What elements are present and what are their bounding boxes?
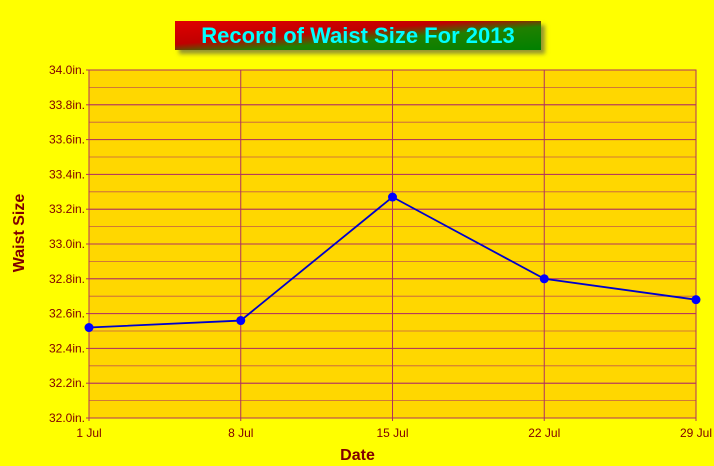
y-axis-tick-label: 32.4in. <box>49 341 85 355</box>
y-axis-tick-label: 32.8in. <box>49 272 85 286</box>
y-axis-tick-labels: 32.0in. 32.2in. 32.4in. 32.6in. 32.8in. 33.0i… <box>49 63 85 425</box>
x-axis-tick-label: 1 Jul <box>76 426 101 440</box>
grid-major-lines <box>86 69 697 421</box>
x-axis-tick-label: 29 Jul <box>680 426 712 440</box>
data-point <box>691 295 701 305</box>
y-axis-tick-label: 34.0in. <box>49 63 85 77</box>
y-axis-tick-label: 32.0in. <box>49 411 85 425</box>
y-axis-tick-label: 33.0in. <box>49 237 85 251</box>
x-axis-tick-label: 8 Jul <box>228 426 253 440</box>
data-point <box>236 316 246 326</box>
x-axis-label: Date <box>340 447 375 464</box>
x-axis-tick-label: 22 Jul <box>528 426 560 440</box>
y-axis-tick-label: 33.2in. <box>49 202 85 216</box>
data-point <box>388 192 397 202</box>
chart-title: Record of Waist Size For 2013 <box>201 23 515 48</box>
series-layer <box>84 192 701 333</box>
y-axis-tick-label: 33.8in. <box>49 98 85 112</box>
y-axis-tick-label: 32.6in. <box>49 307 85 321</box>
y-axis-tick-label: 33.6in. <box>49 133 85 147</box>
x-axis-tick-label: 15 Jul <box>376 426 408 440</box>
x-axis-tick-labels: 1 Jul 8 Jul 15 Jul 22 Jul 29 Jul <box>76 426 712 440</box>
y-axis-tick-label: 33.4in. <box>49 167 85 181</box>
y-axis-tick-label: 32.2in. <box>49 376 85 390</box>
chart-title-box: Record of Waist Size For 2013 <box>175 21 541 50</box>
data-point <box>539 274 549 284</box>
data-point <box>84 323 94 333</box>
y-axis-label: Waist Size <box>11 194 28 273</box>
chart-title-background <box>175 21 541 50</box>
